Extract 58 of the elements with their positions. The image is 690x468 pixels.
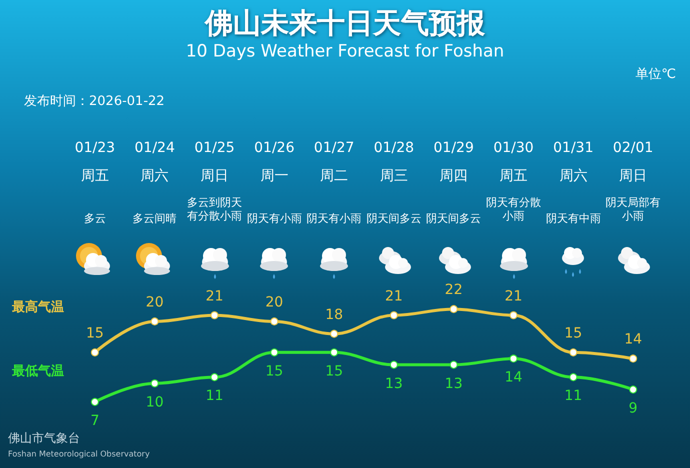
- category-label: 01/23周五多云: [74, 140, 116, 225]
- point: [569, 348, 578, 356]
- text: 最低气温: [11, 364, 64, 379]
- point: [90, 398, 99, 406]
- point: [629, 354, 638, 363]
- point: [390, 360, 398, 369]
- chart-title: 佛山未来十日天气预报: [204, 6, 486, 40]
- data-label: 13: [384, 376, 403, 392]
- data-label: 15: [265, 363, 284, 380]
- category-label: 01/27周二阴天有小雨: [306, 140, 362, 225]
- data-label: 9: [628, 400, 638, 417]
- data-label: 7: [90, 412, 100, 429]
- data-label: 20: [265, 294, 284, 310]
- data-label: 15: [86, 325, 104, 342]
- point: [510, 354, 518, 363]
- category-label: 01/29周四阴天间多云: [426, 140, 482, 225]
- category-label: 01/24周六多云间晴: [132, 140, 177, 225]
- data-label: 21: [384, 288, 403, 304]
- data-label: 11: [206, 388, 224, 404]
- data-label: 11: [564, 388, 582, 404]
- point: [330, 348, 338, 356]
- text: 单位℃: [635, 67, 676, 82]
- point: [210, 311, 218, 320]
- data-label: 14: [624, 332, 642, 348]
- point: [450, 305, 458, 314]
- data-label: 14: [504, 370, 522, 386]
- data-label: 18: [325, 306, 344, 323]
- data-label: 22: [444, 282, 463, 298]
- text: 发布时间：2026-01-22: [24, 94, 165, 109]
- data-label: 20: [146, 294, 164, 310]
- text: 佛山市气象台: [8, 431, 80, 445]
- point: [569, 373, 578, 382]
- category-label: 01/26周一阴天有小雨: [246, 140, 302, 225]
- point: [629, 386, 638, 394]
- chart-subtitle: 10 Days Weather Forecast for Foshan: [186, 42, 504, 62]
- data-label: 13: [444, 376, 463, 392]
- point: [390, 311, 398, 320]
- x-tick-label: 01/25周日多云到阴天有分散小雨: [187, 140, 242, 222]
- data-label: 21: [504, 288, 522, 304]
- point: [150, 317, 159, 326]
- point: [510, 311, 518, 320]
- point: [270, 317, 278, 326]
- point: [90, 348, 99, 356]
- point: [150, 379, 159, 388]
- x-tick-label: 02/01周日阴天局部有小雨: [606, 140, 661, 222]
- point: [210, 373, 218, 382]
- point: [450, 360, 458, 369]
- data-label: 15: [325, 363, 344, 380]
- category-label: 01/31周六阴天有中雨: [546, 140, 601, 225]
- data-label: 10: [146, 394, 164, 410]
- data-label: 21: [206, 288, 224, 304]
- text: 最高气温: [11, 299, 64, 315]
- data-label: 15: [564, 325, 582, 342]
- text: Foshan Meteorological Observatory: [8, 450, 150, 458]
- point: [330, 330, 338, 338]
- category-label: 01/28周三阴天间多云: [366, 140, 422, 225]
- x-tick-label: 01/30周五阴天有分散小雨: [486, 140, 541, 222]
- point: [270, 348, 278, 356]
